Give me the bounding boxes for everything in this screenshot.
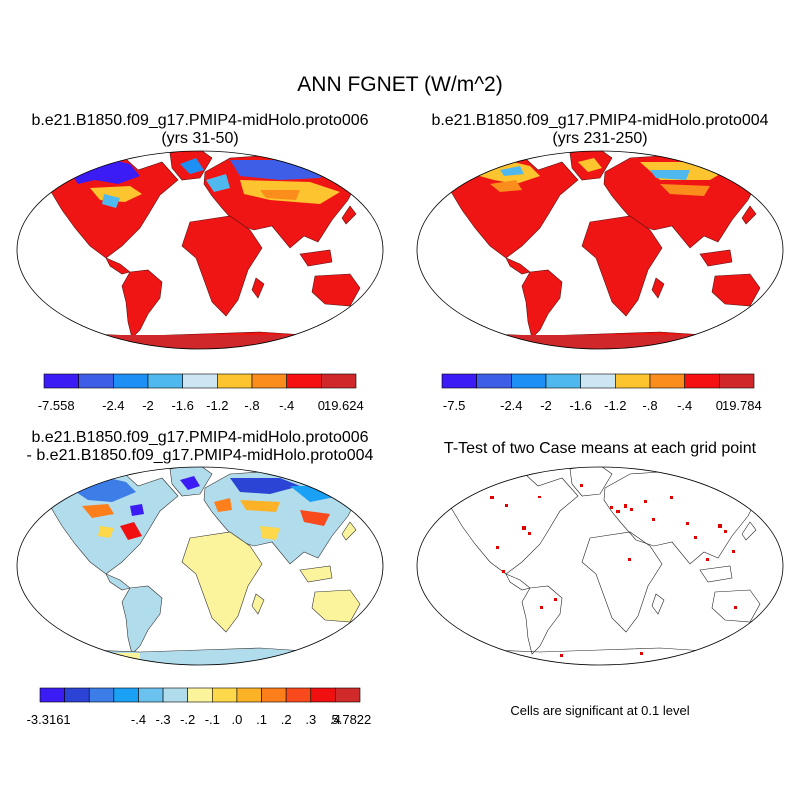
colorbar-3-label: -3.3161 xyxy=(27,712,71,727)
colorbar-3-label: 5.7822 xyxy=(332,712,372,727)
panel-1-title: b.e21.B1850.f09_g17.PMIP4-midHolo.proto0… xyxy=(0,112,400,148)
colorbar-1-label: -2 xyxy=(142,398,154,413)
colorbar-3-box xyxy=(187,687,213,703)
significance-note: Cells are significant at 0.1 level xyxy=(510,703,690,718)
panel-4-title-line1: T-Test of two Case means at each grid po… xyxy=(443,440,757,457)
colorbar-2-label: -1.2 xyxy=(604,398,626,413)
map-panel-4 xyxy=(417,464,783,676)
colorbar-1-box xyxy=(217,373,253,389)
colorbar-3-box xyxy=(285,687,312,703)
colorbar-2-box xyxy=(511,373,547,389)
colorbar-2-box xyxy=(476,373,512,389)
colorbar-2-label: 19.784 xyxy=(722,398,762,413)
panel-2-title: b.e21.B1850.f09_g17.PMIP4-midHolo.proto0… xyxy=(400,112,800,148)
map-1-land xyxy=(17,148,383,360)
colorbar-3-label: -.2 xyxy=(180,712,195,727)
colorbar-1-box xyxy=(251,373,287,389)
colorbar-1-label: -2.4 xyxy=(102,398,124,413)
map-1-high-latitude-cooling xyxy=(70,158,340,208)
map-2-land xyxy=(417,148,783,360)
colorbar-2-box xyxy=(615,373,651,389)
colorbar-1-box xyxy=(286,373,322,389)
colorbar-2-box xyxy=(545,373,581,389)
panel-2-title-line1: b.e21.B1850.f09_g17.PMIP4-midHolo.proto0… xyxy=(431,112,769,129)
colorbar-3: -3.3161 -.4 -.3 -.2 -.1 .0 .1 .2 .3 .45.7822 xyxy=(27,687,372,727)
colorbar-2-box xyxy=(649,373,685,389)
colorbar-3-label: -.3 xyxy=(155,712,170,727)
colorbar-3-box xyxy=(64,687,90,703)
colorbar-1-label: 0 xyxy=(318,398,325,413)
panel-3-title-line1: b.e21.B1850.f09_g17.PMIP4-midHolo.proto0… xyxy=(31,429,369,446)
colorbar-3-label: .2 xyxy=(281,712,292,727)
colorbar-3-label: -.1 xyxy=(205,712,220,727)
colorbar-3-box xyxy=(113,687,139,703)
colorbar-2-box xyxy=(684,373,720,389)
colorbar-3-box xyxy=(39,687,65,703)
panel-4-title: T-Test of two Case means at each grid po… xyxy=(400,440,800,458)
panel-1-title-line1: b.e21.B1850.f09_g17.PMIP4-midHolo.proto0… xyxy=(31,112,369,129)
colorbar-3-box xyxy=(335,687,361,703)
panel-3-title-line2: - b.e21.B1850.f09_g17.PMIP4-midHolo.prot… xyxy=(26,447,374,464)
colorbar-2-label: -2.4 xyxy=(500,398,522,413)
colorbar-1-box xyxy=(182,373,218,389)
colorbar-2-label: -.8 xyxy=(642,398,657,413)
colorbar-1-label: -7.558 xyxy=(38,398,75,413)
colorbar-1-label: 19.624 xyxy=(324,398,364,413)
colorbar-1: -7.558 -2.4 -2 -1.6 -1.2 -.8 -.4 0 19.624 xyxy=(38,373,364,413)
colorbar-3-label: .0 xyxy=(232,712,243,727)
colorbar-2: -7.5 -2.4 -2 -1.6 -1.2 -.8 -.4 0 19.784 xyxy=(441,373,762,413)
map-2-high-latitude-cooling xyxy=(472,158,730,196)
map-4-land xyxy=(417,464,783,676)
colorbar-1-label: -.4 xyxy=(279,398,294,413)
colorbar-2-label: -7.5 xyxy=(443,398,465,413)
colorbar-1-box xyxy=(321,373,357,389)
colorbar-3-label: .4 xyxy=(330,712,341,727)
colorbar-1-label: -1.2 xyxy=(206,398,228,413)
map-2-border xyxy=(416,150,784,350)
colorbar-2-label: -1.6 xyxy=(569,398,591,413)
colorbar-1-box xyxy=(78,373,114,389)
colorbar-3-label: -.4 xyxy=(131,712,146,727)
colorbar-1-label: -1.6 xyxy=(171,398,193,413)
panel-1-title-line2: (yrs 31-50) xyxy=(161,130,239,147)
colorbar-3-label: .1 xyxy=(256,712,267,727)
colorbar-1-label: -.8 xyxy=(244,398,259,413)
map-3-border xyxy=(16,466,384,666)
map-1-border xyxy=(16,150,384,350)
colorbar-3-box xyxy=(88,687,115,703)
colorbar-2-label: -2 xyxy=(540,398,552,413)
colorbar-3-box xyxy=(212,687,238,703)
figure-title: ANN FGNET (W/m^2) xyxy=(297,73,503,96)
colorbar-3-box xyxy=(310,687,336,703)
colorbar-3-box xyxy=(236,687,262,703)
colorbar-2-label: -.4 xyxy=(677,398,692,413)
colorbar-3-box xyxy=(138,687,164,703)
map-4-border xyxy=(416,466,784,666)
map-4-significant-cells xyxy=(480,484,737,659)
colorbar-3-box xyxy=(261,687,287,703)
colorbar-1-box xyxy=(113,373,149,389)
colorbar-2-box xyxy=(719,373,755,389)
map-panel-2 xyxy=(417,148,783,360)
colorbar-3-box xyxy=(162,687,188,703)
colorbar-3-label: .3 xyxy=(305,712,316,727)
map-panel-3 xyxy=(17,467,383,665)
map-panel-1 xyxy=(17,148,383,360)
panel-3-title: b.e21.B1850.f09_g17.PMIP4-midHolo.proto0… xyxy=(0,429,400,465)
colorbar-2-box xyxy=(580,373,616,389)
colorbar-2-box xyxy=(441,373,477,389)
colorbar-1-box xyxy=(147,373,183,389)
colorbar-2-label: 0 xyxy=(716,398,723,413)
map-3-land xyxy=(17,467,383,665)
panel-2-title-line2: (yrs 231-250) xyxy=(552,130,648,147)
colorbar-1-box xyxy=(43,373,79,389)
